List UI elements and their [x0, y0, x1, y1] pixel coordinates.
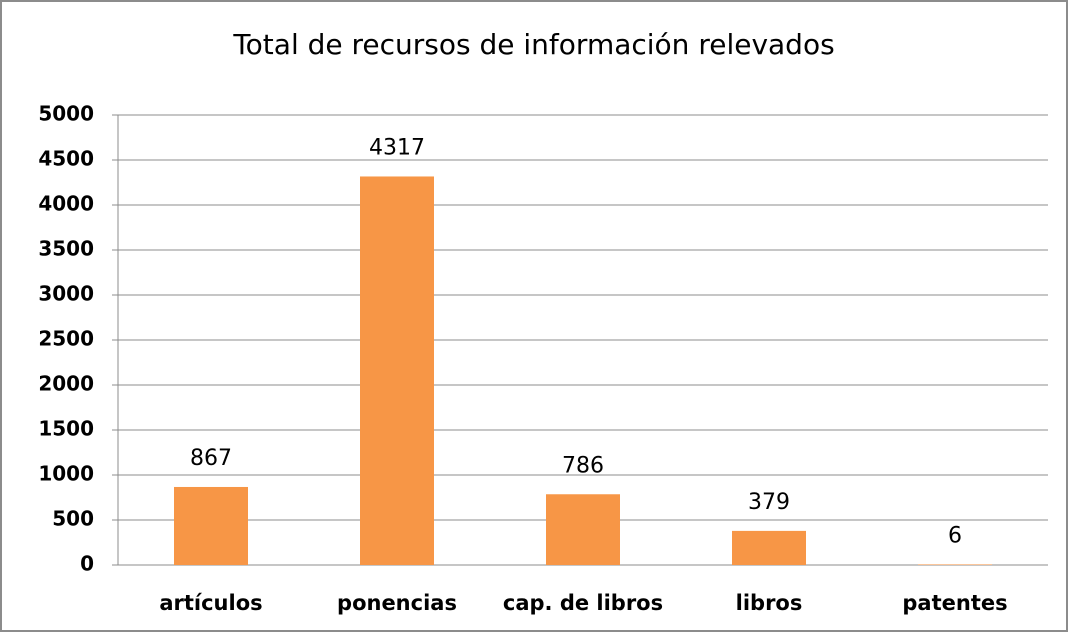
y-tick-label: 3000 — [38, 282, 94, 306]
bar — [546, 494, 620, 565]
y-tick-label: 3500 — [38, 237, 94, 261]
x-tick-label: patentes — [902, 591, 1007, 615]
y-tick-label: 2500 — [38, 327, 94, 351]
chart-title: Total de recursos de información relevad… — [232, 28, 834, 61]
data-label: 379 — [748, 490, 790, 515]
x-tick-label: ponencias — [337, 591, 457, 615]
y-tick-label: 1000 — [38, 462, 94, 486]
y-tick-label: 0 — [80, 552, 94, 576]
data-label: 786 — [562, 453, 604, 478]
bar — [732, 530, 806, 565]
bar — [174, 486, 248, 565]
bar — [918, 564, 992, 565]
x-tick-label: libros — [736, 591, 803, 615]
y-tick-label: 4000 — [38, 192, 94, 216]
y-tick-label: 2000 — [38, 372, 94, 396]
data-label: 4317 — [369, 135, 425, 160]
y-tick-label: 500 — [52, 507, 94, 531]
y-tick-label: 4500 — [38, 147, 94, 171]
bar — [360, 176, 434, 565]
data-label: 867 — [190, 446, 232, 471]
y-tick-label: 1500 — [38, 417, 94, 441]
x-tick-label: artículos — [159, 591, 262, 615]
y-tick-label: 5000 — [38, 102, 94, 126]
data-label: 6 — [948, 523, 962, 548]
x-tick-label: cap. de libros — [503, 591, 663, 615]
